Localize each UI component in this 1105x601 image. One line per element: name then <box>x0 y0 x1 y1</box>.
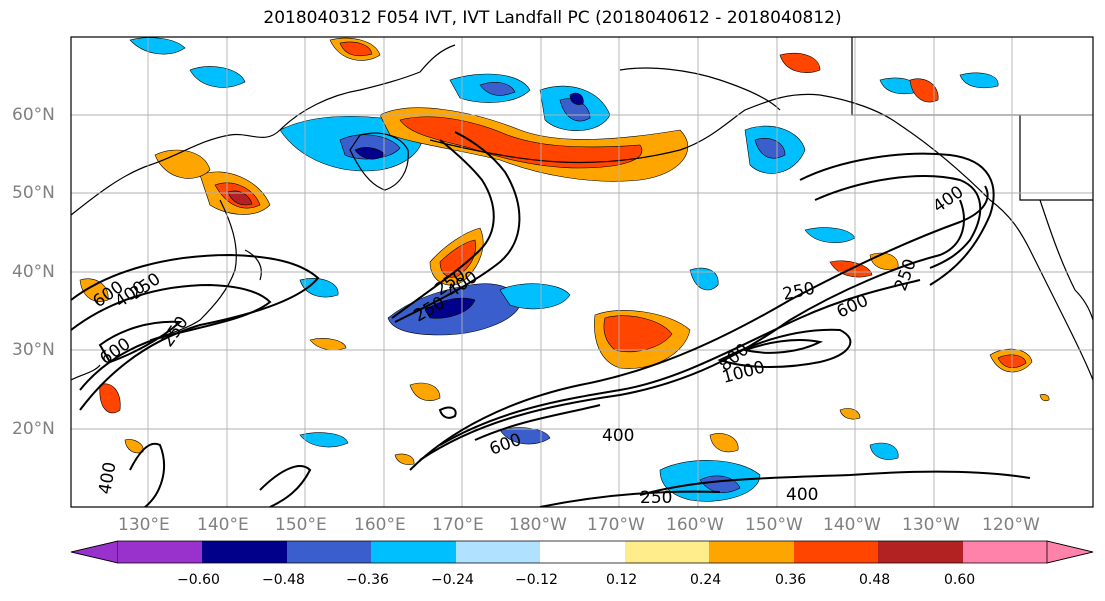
negative-anomaly-shading <box>129 37 999 502</box>
lon-label: 130°W <box>902 515 960 535</box>
lon-label: 130°E <box>118 515 170 535</box>
colorbar-tick-label: 0.24 <box>690 572 722 588</box>
colorbar-tick-label: 0.48 <box>859 572 891 588</box>
map-title: 2018040312 F054 IVT, IVT Landfall PC (20… <box>263 8 842 28</box>
lon-label: 150°W <box>745 515 803 535</box>
lon-label: 170°E <box>432 515 484 535</box>
contour-label: 250 <box>640 488 672 508</box>
lon-label: 160°E <box>354 515 406 535</box>
colorbar-segment <box>202 541 287 563</box>
lat-label: 60°N <box>12 105 55 125</box>
colorbar-segment <box>371 541 456 563</box>
contour-label: 400 <box>602 426 634 446</box>
lon-label: 140°E <box>197 515 249 535</box>
lon-label: 150°E <box>275 515 327 535</box>
colorbar-segment <box>1046 540 1094 564</box>
lat-label: 40°N <box>12 262 55 282</box>
colorbar-tick-label: −0.24 <box>431 572 474 588</box>
lon-label: 170°W <box>587 515 645 535</box>
colorbar-segment <box>287 541 371 563</box>
coastlines <box>71 37 1093 381</box>
colorbar-tick-label: 0.60 <box>944 572 976 588</box>
colorbar-tick-label: −0.36 <box>346 572 389 588</box>
contour-label: 400 <box>786 485 818 505</box>
colorbar-segment <box>625 541 709 563</box>
ivt-contours <box>71 131 1031 507</box>
lon-label: 120°W <box>982 515 1040 535</box>
lon-label: 180°W <box>509 515 567 535</box>
colorbar-tick-label: −0.12 <box>515 572 558 588</box>
colorbar-segment <box>794 541 878 563</box>
colorbar-tick-label: 0.36 <box>775 572 807 588</box>
colorbar <box>70 540 1094 564</box>
lon-label: 160°W <box>666 515 724 535</box>
colorbar-segment <box>878 541 963 563</box>
colorbar-segment <box>456 541 540 563</box>
lon-label: 140°W <box>823 515 881 535</box>
positive-anomaly-shading <box>79 37 1050 465</box>
colorbar-segment <box>709 541 794 563</box>
colorbar-tick-label: −0.48 <box>262 572 305 588</box>
colorbar-tick-label: 0.12 <box>606 572 638 588</box>
colorbar-segment <box>70 540 119 564</box>
lat-label: 20°N <box>12 419 55 439</box>
graticule <box>71 37 1093 507</box>
colorbar-segment <box>540 541 625 563</box>
lat-label: 50°N <box>12 183 55 203</box>
colorbar-segment <box>118 541 202 563</box>
colorbar-tick-label: −0.60 <box>177 572 220 588</box>
colorbar-segment <box>963 541 1047 563</box>
lat-label: 30°N <box>12 340 55 360</box>
map-frame <box>70 36 1094 508</box>
